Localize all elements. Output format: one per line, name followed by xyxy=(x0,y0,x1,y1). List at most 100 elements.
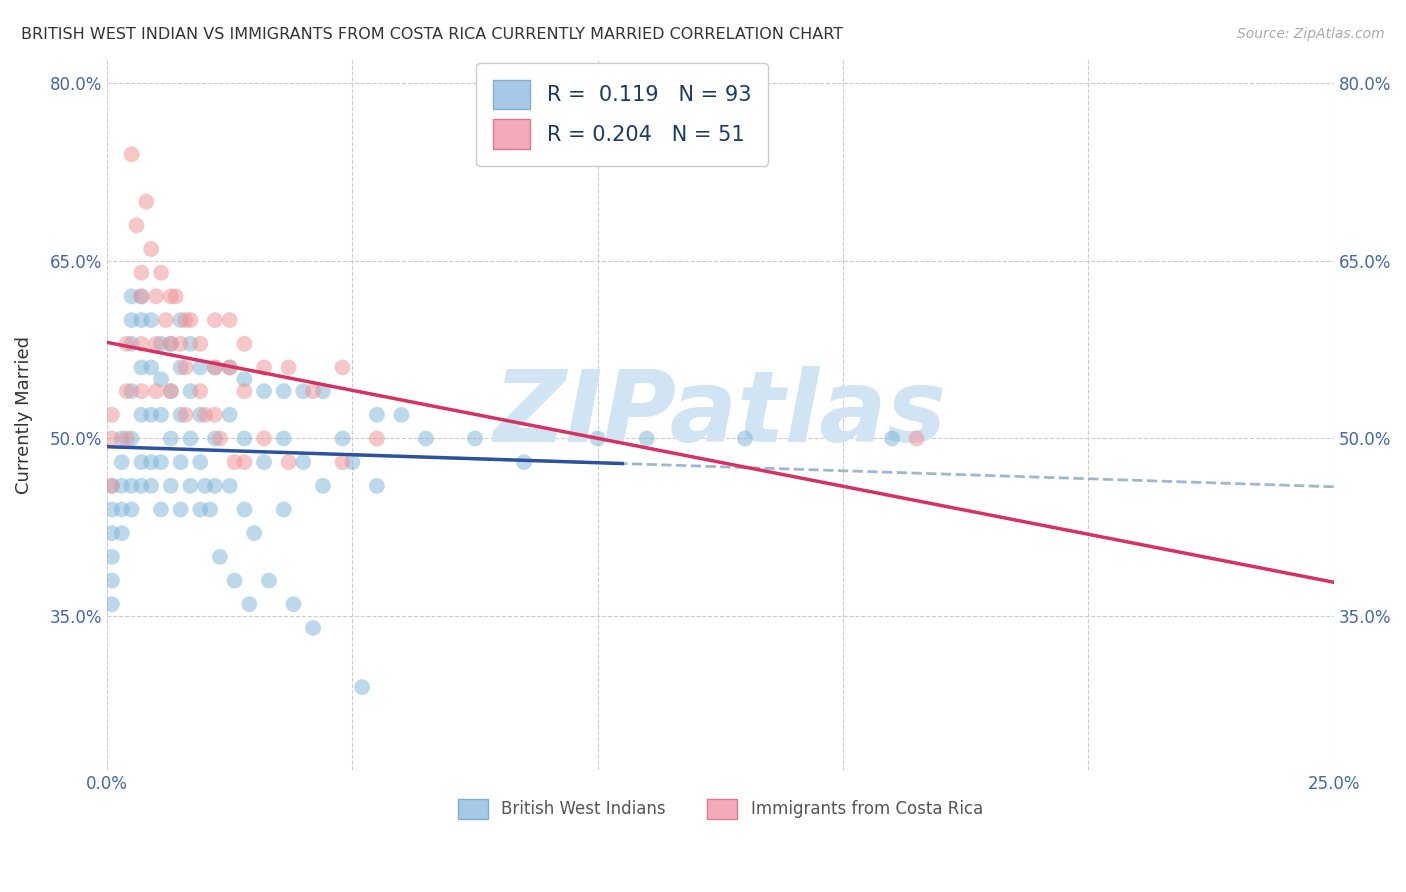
Point xyxy=(101,574,124,588)
Point xyxy=(159,336,181,351)
Point xyxy=(101,597,124,611)
Point xyxy=(101,479,124,493)
Point xyxy=(131,384,153,398)
Point xyxy=(101,479,124,493)
Point xyxy=(332,360,354,375)
Point xyxy=(880,432,903,446)
Point xyxy=(131,289,153,303)
Point xyxy=(366,479,388,493)
Point xyxy=(131,289,153,303)
Point xyxy=(169,360,191,375)
Point xyxy=(169,455,191,469)
Point xyxy=(734,432,756,446)
Point xyxy=(233,372,256,386)
Point xyxy=(218,360,240,375)
Point xyxy=(243,526,266,541)
Point xyxy=(179,336,201,351)
Point xyxy=(277,360,299,375)
Point xyxy=(101,526,124,541)
Point xyxy=(273,384,295,398)
Point xyxy=(292,455,315,469)
Point xyxy=(204,313,226,327)
Point xyxy=(253,384,276,398)
Point xyxy=(253,432,276,446)
Point xyxy=(111,432,134,446)
Point xyxy=(273,502,295,516)
Point xyxy=(224,455,246,469)
Point xyxy=(121,336,143,351)
Point xyxy=(141,242,163,256)
Point xyxy=(204,360,226,375)
Legend: British West Indians, Immigrants from Costa Rica: British West Indians, Immigrants from Co… xyxy=(451,792,990,826)
Point xyxy=(121,313,143,327)
Point xyxy=(905,432,928,446)
Point xyxy=(131,313,153,327)
Point xyxy=(283,597,305,611)
Point xyxy=(198,502,221,516)
Point xyxy=(131,455,153,469)
Point xyxy=(253,360,276,375)
Point xyxy=(312,479,335,493)
Point xyxy=(169,502,191,516)
Point xyxy=(204,479,226,493)
Text: Source: ZipAtlas.com: Source: ZipAtlas.com xyxy=(1237,27,1385,41)
Point xyxy=(165,289,187,303)
Point xyxy=(131,360,153,375)
Point xyxy=(194,479,217,493)
Point xyxy=(302,621,325,635)
Point xyxy=(150,372,173,386)
Point xyxy=(224,574,246,588)
Point xyxy=(233,336,256,351)
Point xyxy=(257,574,280,588)
Point xyxy=(218,408,240,422)
Point xyxy=(273,432,295,446)
Point xyxy=(332,455,354,469)
Point xyxy=(115,432,138,446)
Point xyxy=(218,360,240,375)
Point xyxy=(277,455,299,469)
Point xyxy=(141,313,163,327)
Point xyxy=(342,455,364,469)
Point xyxy=(179,432,201,446)
Point xyxy=(366,432,388,446)
Point xyxy=(159,336,181,351)
Point xyxy=(101,549,124,564)
Point xyxy=(302,384,325,398)
Point xyxy=(169,313,191,327)
Point xyxy=(204,360,226,375)
Point xyxy=(111,479,134,493)
Point xyxy=(145,384,167,398)
Point xyxy=(188,336,211,351)
Point xyxy=(415,432,437,446)
Point xyxy=(174,313,197,327)
Point xyxy=(141,455,163,469)
Point xyxy=(150,266,173,280)
Point xyxy=(111,502,134,516)
Point xyxy=(204,408,226,422)
Point xyxy=(101,408,124,422)
Point xyxy=(125,219,148,233)
Point xyxy=(111,455,134,469)
Point xyxy=(159,384,181,398)
Point xyxy=(141,408,163,422)
Point xyxy=(208,432,231,446)
Point xyxy=(150,408,173,422)
Point xyxy=(636,432,658,446)
Point xyxy=(233,384,256,398)
Point xyxy=(233,432,256,446)
Point xyxy=(586,432,609,446)
Point xyxy=(150,336,173,351)
Point xyxy=(159,384,181,398)
Point xyxy=(150,502,173,516)
Point xyxy=(131,266,153,280)
Point xyxy=(159,289,181,303)
Point xyxy=(464,432,486,446)
Point xyxy=(208,549,231,564)
Point xyxy=(391,408,413,422)
Point xyxy=(174,360,197,375)
Point xyxy=(312,384,335,398)
Point xyxy=(513,455,536,469)
Point xyxy=(194,408,217,422)
Point xyxy=(332,432,354,446)
Point xyxy=(121,479,143,493)
